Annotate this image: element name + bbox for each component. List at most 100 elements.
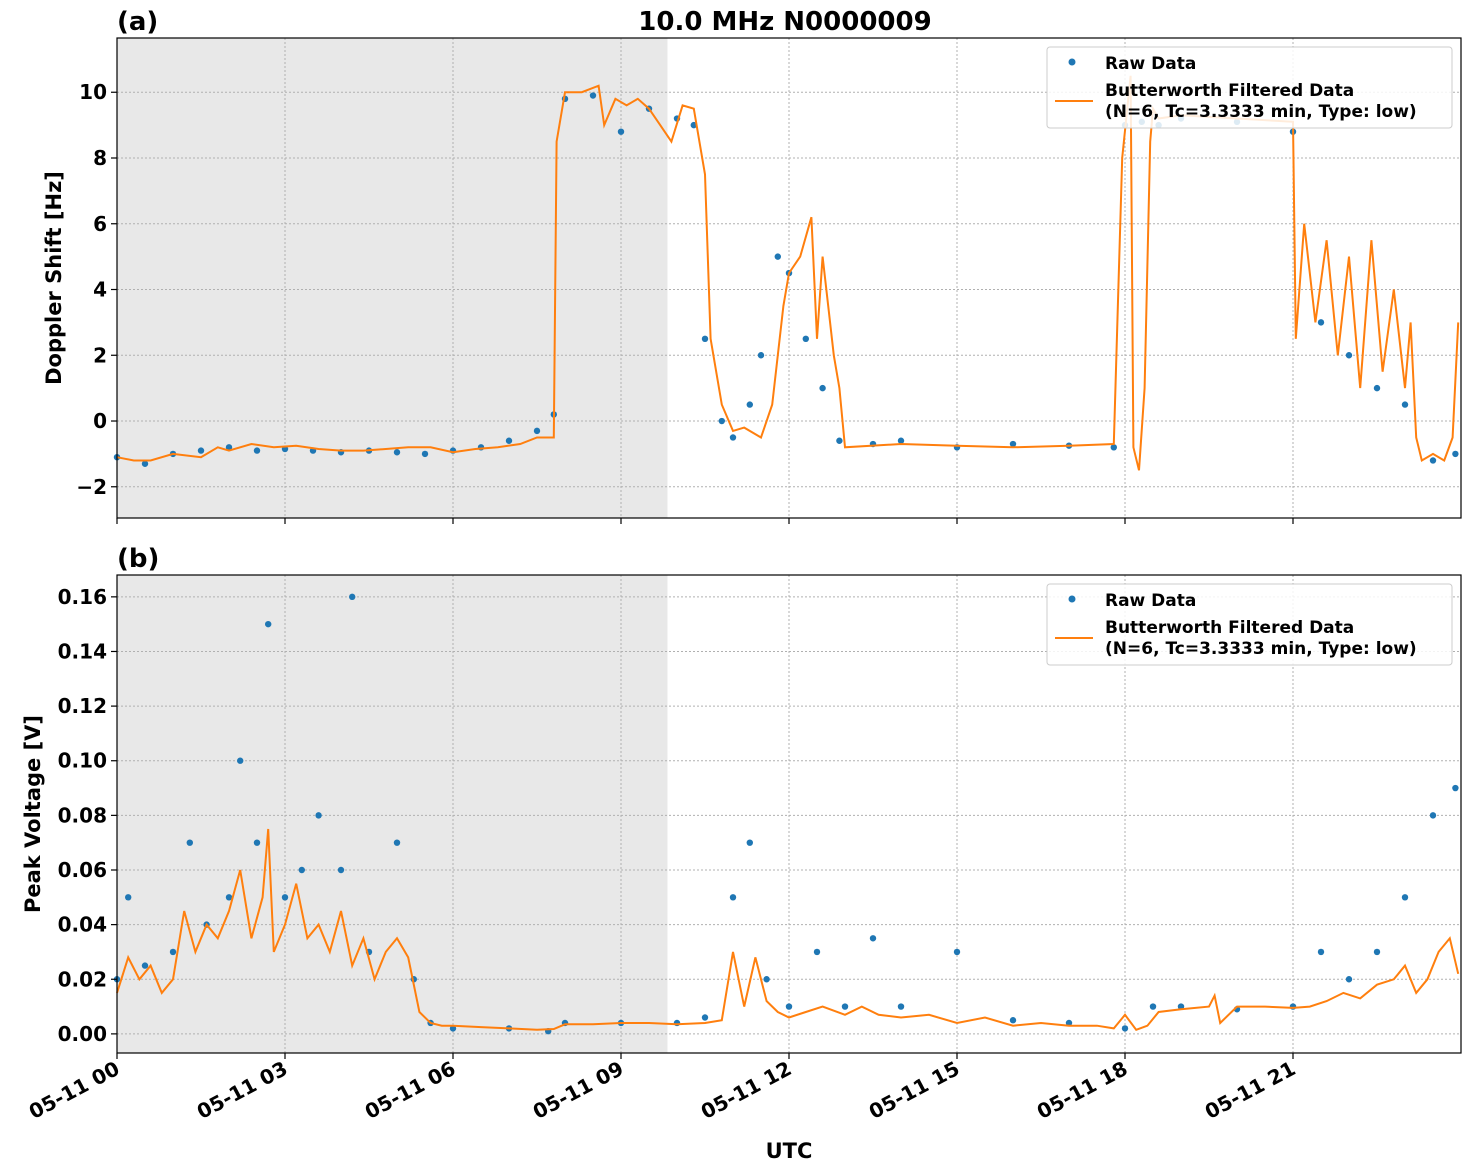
y-tick-label: 6 (93, 212, 107, 236)
raw-data-point (1009, 1017, 1017, 1024)
raw-data-point (589, 92, 597, 99)
raw-data-point (746, 839, 753, 846)
y-tick-label: 0.12 (58, 694, 107, 718)
panel-b: 0.00 0.02 0.04 0.06 0.08 0.10 0.12 0.14 0.16 05-… (21, 544, 1462, 1163)
x-tick-label: 05-11 12 (697, 1056, 795, 1124)
y-tick-label: 0.02 (58, 967, 107, 991)
x-tick-label: 05-11 00 (25, 1056, 123, 1124)
raw-data-point (1373, 948, 1381, 956)
raw-data-point (785, 1003, 793, 1010)
raw-data-point (237, 757, 244, 764)
raw-data-point (225, 444, 233, 451)
raw-data-point (197, 447, 205, 454)
panel-b-legend: Raw Data Butterworth Filtered Data (N=6,… (1046, 583, 1453, 666)
y-tick-label: 0.04 (58, 913, 107, 937)
raw-data-point (802, 335, 809, 343)
y-tick-label: 0.14 (58, 639, 107, 663)
panel-b-filtered-line (116, 828, 1460, 1031)
raw-data-point (701, 1014, 709, 1021)
raw-data-point (757, 352, 765, 359)
raw-data-point (729, 894, 737, 901)
raw-data-point (701, 335, 709, 343)
legend-raw-label: Raw Data (1105, 54, 1196, 74)
raw-data-point (1121, 1025, 1129, 1032)
panel-a-y-ticks: −2 0 2 4 6 8 10 (76, 80, 117, 499)
legend-filtered-label-line2: (N=6, Tc=3.3333 min, Type: low) (1105, 102, 1417, 122)
x-tick-label: 05-11 15 (865, 1056, 963, 1124)
raw-data-point (225, 894, 233, 901)
raw-data-point (265, 620, 272, 628)
raw-data-point (253, 447, 261, 454)
raw-data-point (729, 434, 737, 441)
y-tick-label: 0 (93, 409, 107, 433)
raw-data-point (819, 384, 826, 392)
raw-data-point (1149, 1003, 1157, 1010)
raw-data-point (337, 866, 345, 874)
panel-a-legend: Raw Data Butterworth Filtered Data (N=6,… (1046, 46, 1453, 129)
raw-data-point (449, 1025, 457, 1032)
y-tick-label: 0.16 (58, 585, 107, 609)
raw-data-point (718, 417, 725, 425)
panel-a-filtered-line (116, 75, 1460, 471)
raw-data-point (141, 460, 149, 467)
raw-data-point (774, 253, 781, 260)
raw-data-point (841, 1003, 849, 1010)
raw-data-point (1401, 894, 1409, 901)
panel-a: −2 0 2 4 6 8 10 (a) Doppler Shift [Hz] Raw Dat… (42, 7, 1462, 524)
raw-data-point (253, 839, 261, 846)
raw-data-point (1009, 440, 1017, 448)
raw-data-point (315, 812, 322, 819)
panel-a-grid (116, 38, 1461, 518)
figure-title: 10.0 MHz N0000009 (638, 7, 931, 37)
y-tick-label: 2 (93, 343, 107, 367)
raw-data-point (1345, 976, 1353, 983)
raw-data-point (533, 427, 541, 435)
y-tick-label: 4 (93, 278, 107, 302)
legend-filtered-label-line1: Butterworth Filtered Data (1105, 81, 1354, 101)
x-tick-label: 05-11 09 (529, 1056, 627, 1124)
x-tick-label: 05-11 03 (193, 1056, 291, 1124)
legend-raw-marker (1068, 595, 1076, 603)
y-tick-label: −2 (76, 475, 107, 499)
raw-data-point (505, 437, 513, 444)
raw-data-point (281, 894, 289, 901)
y-tick-label: 8 (93, 146, 107, 170)
panel-b-shaded-region (117, 575, 668, 1053)
panel-b-y-ticks: 0.00 0.02 0.04 0.06 0.08 0.10 0.12 0.14 0.16 (58, 585, 117, 1046)
x-tick-label: 05-11 06 (361, 1056, 459, 1124)
panel-b-x-ticks: 05-11 00 05-11 03 05-11 06 05-11 09 05-11 12… (25, 1053, 1299, 1124)
raw-data-point (1401, 401, 1409, 408)
raw-data-point (869, 935, 877, 942)
raw-data-point (897, 437, 905, 444)
raw-data-point (1373, 384, 1381, 392)
raw-data-point (393, 839, 401, 846)
raw-data-point (393, 449, 401, 456)
legend-filtered-label-line2: (N=6, Tc=3.3333 min, Type: low) (1105, 639, 1417, 659)
raw-data-point (298, 866, 305, 874)
panel-a-x-ticks (116, 518, 1294, 524)
raw-data-point (1452, 450, 1459, 458)
y-tick-label: 0.10 (58, 749, 107, 773)
panel-b-y-axis-label: Peak Voltage [V] (21, 715, 45, 913)
raw-data-point (953, 948, 961, 956)
y-tick-label: 0.08 (58, 803, 107, 827)
raw-data-point (1345, 352, 1353, 359)
raw-data-point (836, 437, 843, 444)
raw-data-point (186, 839, 193, 846)
legend-box (1046, 46, 1453, 129)
raw-data-point (1452, 784, 1459, 792)
x-tick-label: 05-11 18 (1033, 1056, 1131, 1124)
y-tick-label: 10 (79, 80, 107, 104)
legend-filtered-label-line1: Butterworth Filtered Data (1105, 618, 1354, 638)
raw-data-point (1429, 457, 1437, 464)
raw-data-point (763, 976, 770, 983)
panel-a-shaded-region (117, 38, 668, 518)
raw-data-point (1317, 319, 1325, 326)
legend-raw-marker (1068, 58, 1076, 66)
legend-box (1046, 583, 1453, 666)
raw-data-point (746, 401, 753, 408)
raw-data-point (897, 1003, 905, 1010)
x-axis-label: UTC (766, 1139, 813, 1163)
y-tick-label: 0.00 (58, 1022, 107, 1046)
